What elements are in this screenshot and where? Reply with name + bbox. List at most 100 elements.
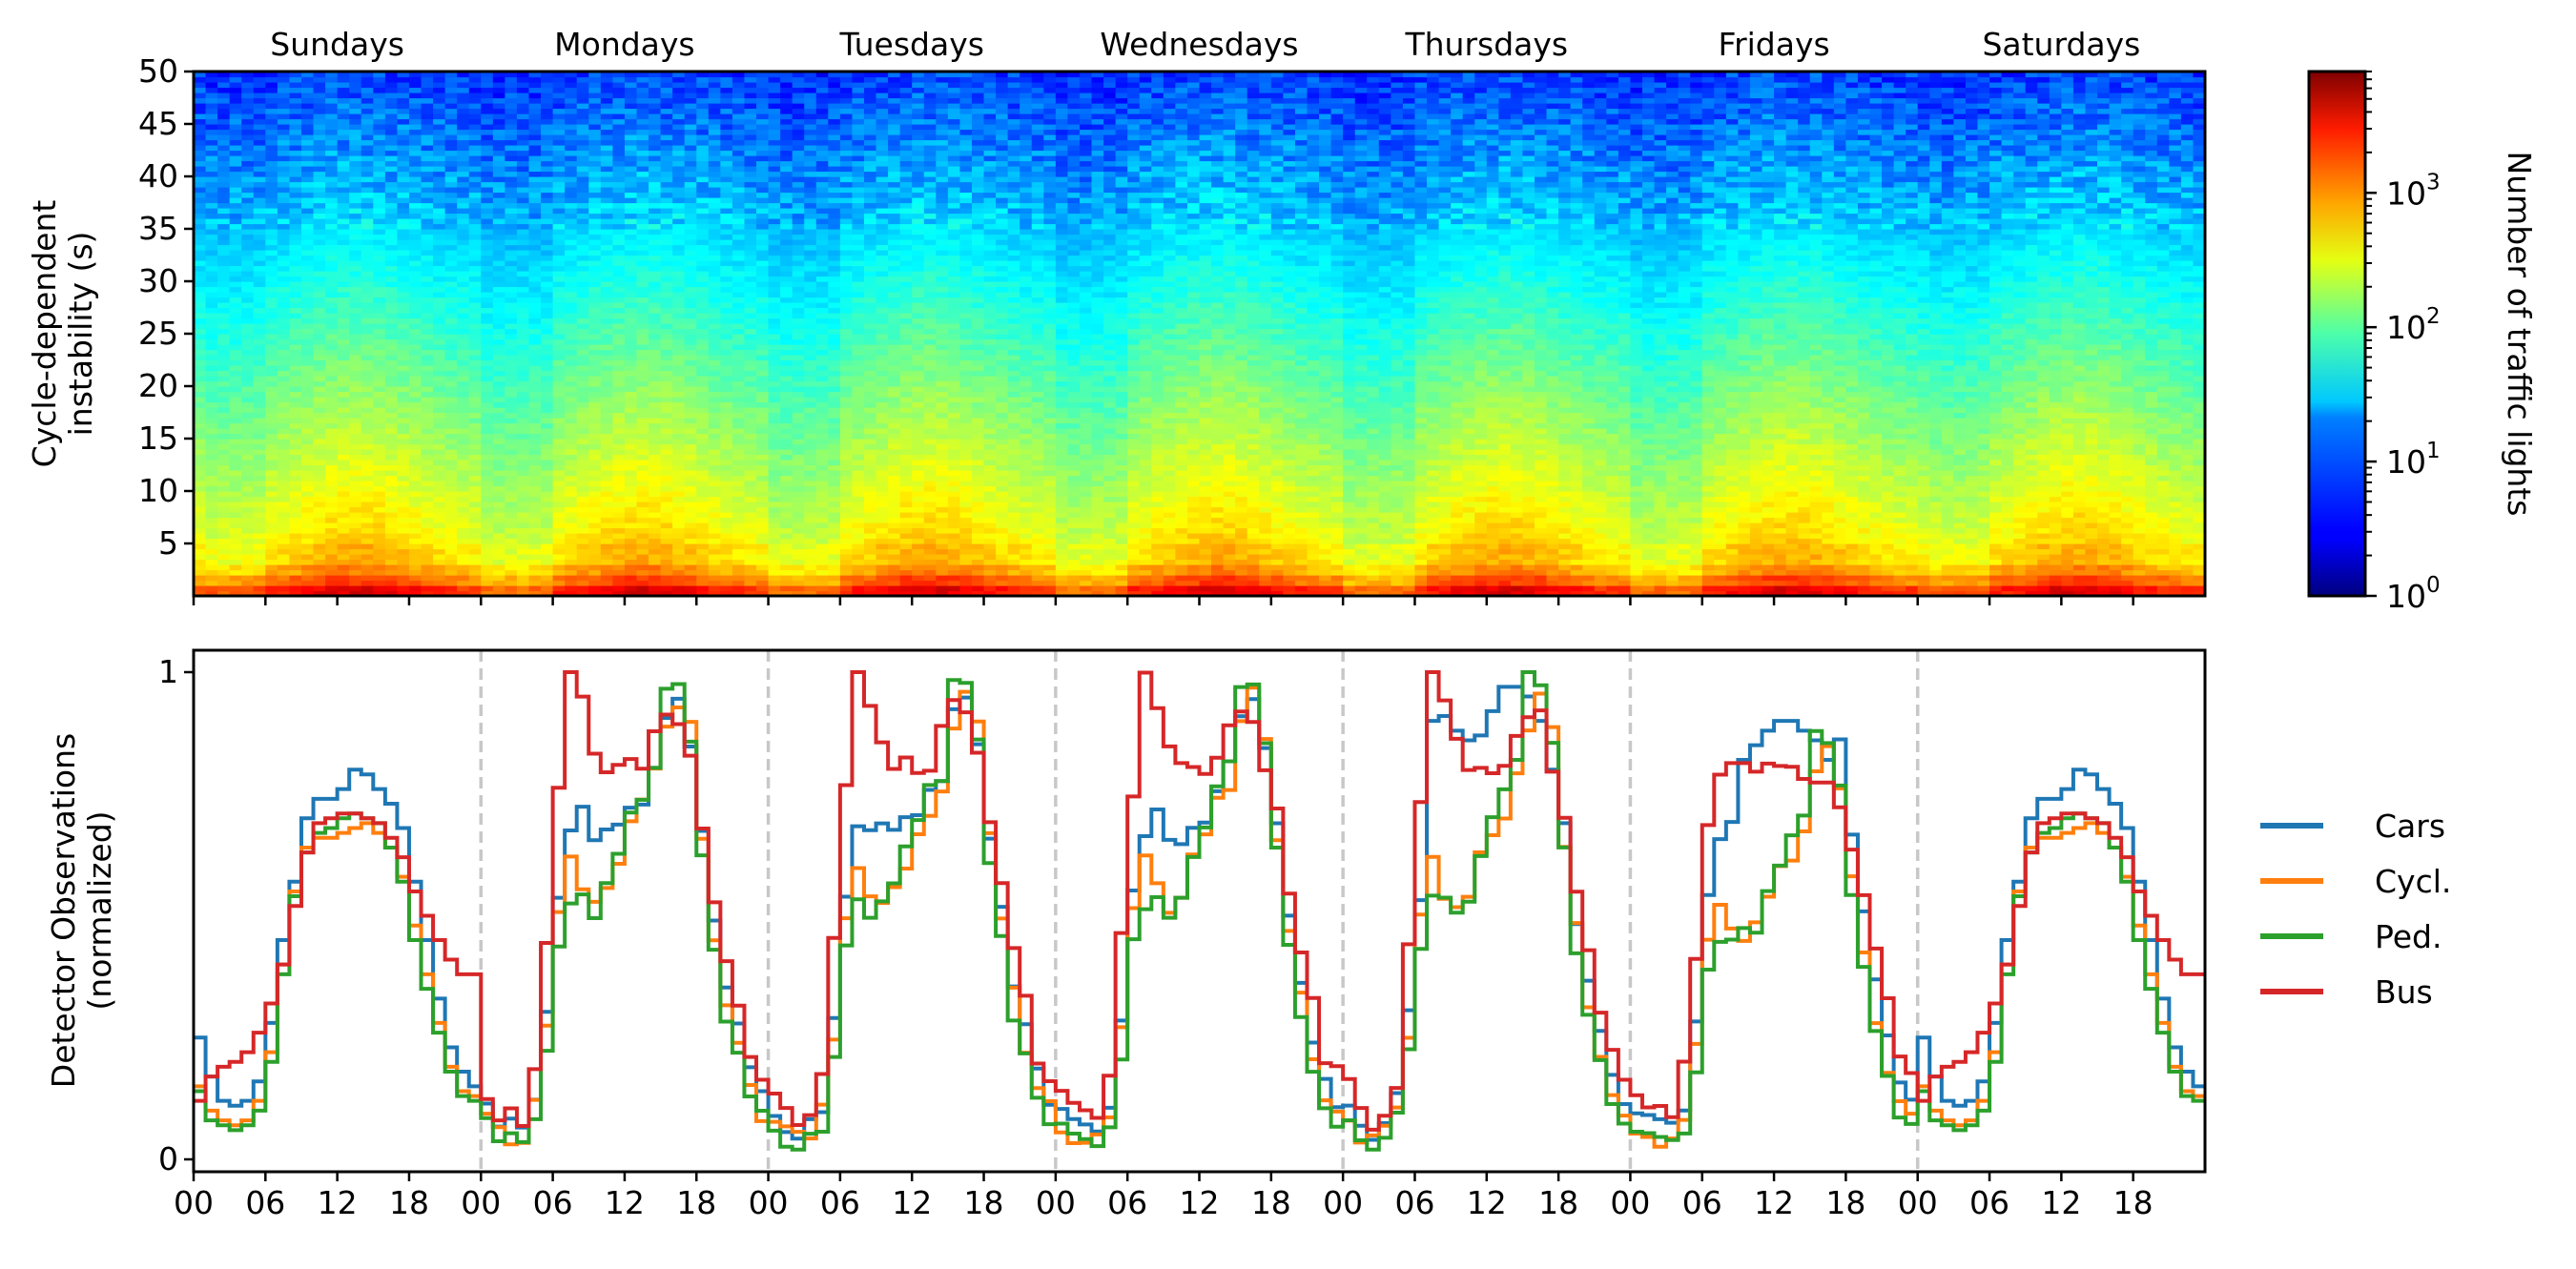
- heatmap-cell: [612, 108, 626, 114]
- heatmap-cell: [696, 533, 710, 540]
- heatmap-cell: [492, 239, 505, 246]
- heatmap-cell: [289, 103, 302, 110]
- heatmap-cell: [624, 171, 638, 177]
- heatmap-cell: [373, 317, 386, 324]
- heatmap-cell: [229, 260, 242, 267]
- heatmap-cell: [588, 585, 602, 592]
- heatmap-cell: [337, 460, 350, 466]
- heatmap-cell: [194, 103, 207, 110]
- heatmap-cell: [481, 454, 494, 461]
- heatmap-cell: [408, 543, 422, 550]
- heatmap-cell: [361, 559, 374, 565]
- heatmap-cell: [505, 481, 518, 487]
- heatmap-cell: [194, 82, 207, 89]
- heatmap-cell: [349, 543, 362, 550]
- heatmap-cell: [468, 464, 482, 471]
- heatmap-cell: [565, 171, 578, 177]
- heatmap-cell: [253, 543, 266, 550]
- heatmap-cell: [516, 334, 530, 340]
- heatmap-cell: [552, 229, 566, 235]
- heatmap-cell: [696, 108, 710, 114]
- heatmap-cell: [421, 590, 434, 597]
- heatmap-cell: [744, 554, 757, 561]
- heatmap-cell: [672, 82, 686, 89]
- heatmap-cell: [684, 192, 697, 198]
- heatmap-cell: [253, 108, 266, 114]
- heatmap-cell: [205, 229, 218, 235]
- heatmap-cell: [205, 443, 218, 450]
- heatmap-cell: [277, 234, 291, 240]
- heatmap-cell: [732, 208, 746, 215]
- heatmap-cell: [708, 276, 721, 282]
- heatmap-cell: [300, 197, 315, 204]
- heatmap-cell: [505, 271, 518, 277]
- heatmap-cell: [313, 103, 326, 110]
- heatmap-cell: [649, 192, 662, 198]
- heatmap-cell: [481, 386, 494, 393]
- heatmap-cell: [433, 386, 446, 393]
- heatmap-cell: [505, 155, 518, 162]
- heatmap-cell: [325, 124, 339, 131]
- heatmap-cell: [325, 302, 339, 309]
- heatmap-cell: [528, 433, 542, 440]
- heatmap-cell: [576, 145, 589, 152]
- heatmap-cell: [492, 559, 505, 565]
- heatmap-cell: [708, 187, 721, 194]
- heatmap-cell: [565, 464, 578, 471]
- heatmap-cell: [720, 512, 733, 519]
- heatmap-cell: [277, 108, 291, 114]
- heatmap-cell: [205, 317, 218, 324]
- heatmap-cell: [576, 218, 589, 225]
- heatmap-cell: [624, 355, 638, 361]
- heatmap-cell: [649, 302, 662, 309]
- heatmap-cell: [300, 443, 315, 450]
- heatmap-cell: [744, 255, 757, 261]
- heatmap-cell: [612, 338, 626, 345]
- heatmap-cell: [552, 328, 566, 335]
- heatmap-cell: [313, 72, 326, 78]
- heatmap-cell: [588, 397, 602, 403]
- heatmap-cell: [433, 271, 446, 277]
- heatmap-cell: [421, 239, 434, 246]
- heatmap-cell: [600, 575, 613, 582]
- heatmap-cell: [481, 564, 494, 571]
- heatmap-cell: [457, 223, 470, 230]
- heatmap-cell: [768, 244, 781, 251]
- heatmap-cell: [325, 197, 339, 204]
- heatmap-cell: [205, 522, 218, 529]
- heatmap-cell: [241, 208, 255, 215]
- heatmap-cell: [217, 129, 231, 135]
- heatmap-cell: [660, 355, 673, 361]
- heatmap-cell: [576, 229, 589, 235]
- heatmap-cell: [444, 244, 458, 251]
- heatmap-cell: [349, 533, 362, 540]
- heatmap-cell: [649, 103, 662, 110]
- heatmap-cell: [720, 449, 733, 456]
- heatmap-cell: [349, 349, 362, 356]
- heatmap-cell: [468, 134, 482, 141]
- heatmap-cell: [756, 475, 770, 481]
- heatmap-cell: [708, 160, 721, 167]
- heatmap-cell: [684, 580, 697, 586]
- heatmap-cell: [552, 113, 566, 120]
- heatmap-cell: [492, 512, 505, 519]
- heatmap-cell: [408, 460, 422, 466]
- heatmap-cell: [720, 218, 733, 225]
- heatmap-cell: [205, 412, 218, 419]
- heatmap-cell: [612, 239, 626, 246]
- heatmap-cell: [552, 376, 566, 382]
- heatmap-cell: [313, 543, 326, 550]
- heatmap-cell: [421, 271, 434, 277]
- heatmap-cell: [397, 496, 410, 502]
- heatmap-cell: [325, 317, 339, 324]
- heatmap-cell: [600, 82, 613, 89]
- heatmap-cell: [624, 590, 638, 597]
- heatmap-cell: [229, 412, 242, 419]
- heatmap-cell: [696, 386, 710, 393]
- heatmap-cell: [373, 365, 386, 372]
- heatmap-cell: [337, 475, 350, 481]
- heatmap-cell: [780, 334, 793, 340]
- heatmap-cell: [672, 97, 686, 104]
- heatmap-cell: [600, 113, 613, 120]
- heatmap-cell: [337, 491, 350, 498]
